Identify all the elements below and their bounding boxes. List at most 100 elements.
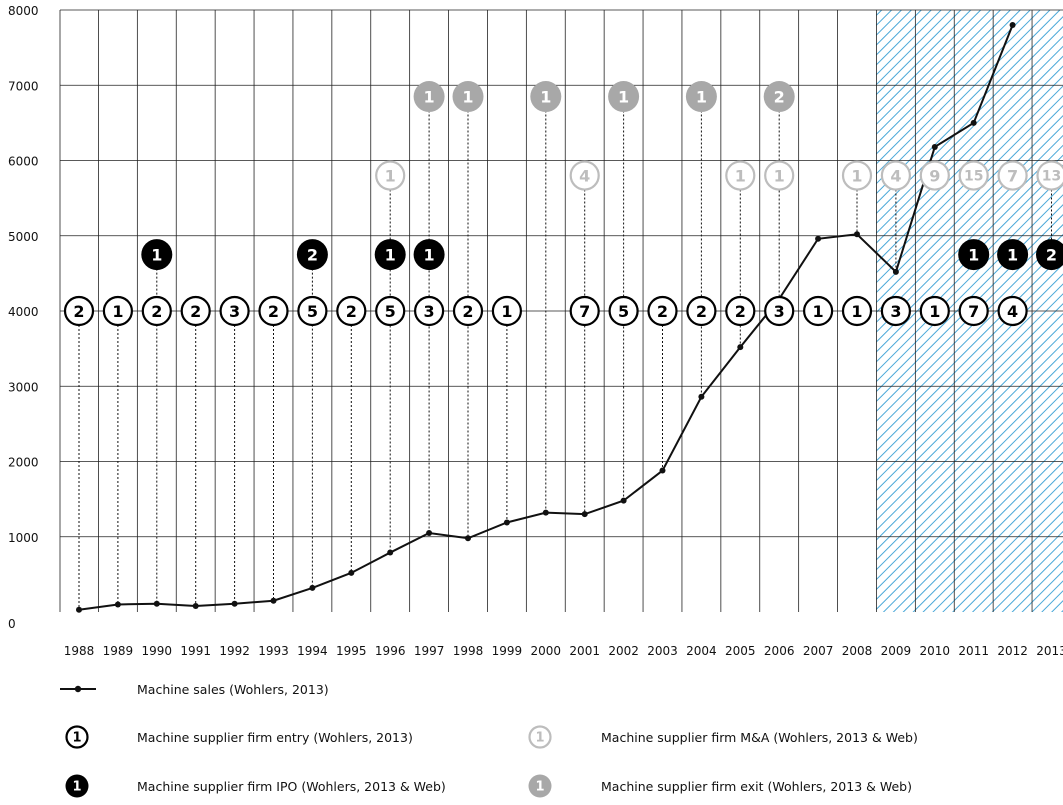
exit-marker — [530, 81, 562, 113]
entry-marker — [841, 295, 873, 327]
y-tick-label: 7000 — [8, 79, 39, 93]
entry-marker — [686, 295, 717, 327]
entry-marker — [997, 295, 1028, 327]
entry-marker — [219, 295, 250, 327]
x-tick-label: 2011 — [958, 644, 989, 658]
exit-marker-label: 1 — [462, 87, 473, 106]
sales-point — [231, 600, 238, 607]
ma-marker-label: 4 — [579, 166, 590, 185]
entry-marker-label: 3 — [774, 302, 785, 321]
x-tick-label: 1994 — [297, 644, 328, 658]
sales-point — [620, 497, 627, 504]
ipo-marker — [374, 239, 406, 271]
exit-marker — [413, 81, 445, 113]
y-tick-label: 6000 — [8, 155, 39, 169]
entry-marker — [725, 295, 756, 327]
x-tick-label: 1989 — [103, 644, 134, 658]
entry-marker — [647, 295, 678, 327]
x-tick-label: 2006 — [764, 644, 795, 658]
ipo-marker — [296, 239, 328, 271]
sales-point — [698, 393, 705, 400]
entry-marker-label: 2 — [696, 302, 707, 321]
entry-marker — [102, 295, 134, 327]
entry-marker-label: 2 — [462, 302, 473, 321]
ma-marker — [569, 160, 600, 191]
ipo-marker — [958, 239, 990, 271]
ipo-marker-label: 1 — [1007, 245, 1018, 264]
exit-marker — [685, 81, 717, 113]
entry-marker-label: 1 — [851, 302, 862, 321]
sales-point — [192, 602, 199, 609]
entry-marker — [802, 295, 834, 327]
x-tick-label: 2005 — [725, 644, 756, 658]
ma-marker — [841, 160, 873, 191]
x-tick-label: 2002 — [608, 644, 639, 658]
sales-point — [659, 467, 666, 474]
exit-marker — [763, 81, 795, 113]
sales-point — [581, 511, 588, 518]
sales-point — [426, 529, 433, 536]
entry-marker-label: 1 — [501, 302, 512, 321]
ipo-marker-label: 2 — [1046, 245, 1057, 264]
sales-point — [892, 268, 899, 275]
y-tick-label: 5000 — [8, 230, 39, 244]
exit-marker-label: 1 — [696, 87, 707, 106]
entry-marker — [452, 295, 484, 327]
ma-marker-label: 1 — [735, 166, 746, 185]
y-tick-label: 1000 — [8, 531, 39, 545]
entry-marker-label: 2 — [735, 302, 746, 321]
sales-point — [114, 601, 121, 608]
y-tick-label: 2000 — [8, 456, 39, 470]
entry-marker-label: 5 — [307, 302, 318, 321]
x-tick-label: 1991 — [180, 644, 211, 658]
x-tick-label: 2010 — [920, 644, 951, 658]
entry-marker-label: 2 — [657, 302, 668, 321]
x-tick-label: 2001 — [569, 644, 600, 658]
x-tick-label: 2004 — [686, 644, 717, 658]
ma-marker — [880, 160, 912, 191]
ma-marker — [958, 160, 989, 191]
entry-marker — [180, 295, 211, 327]
entry-marker-label: 1 — [813, 302, 824, 321]
ma-marker-label: 9 — [929, 166, 940, 185]
x-tick-label: 1990 — [142, 644, 173, 658]
ma-marker-label: 1 — [385, 166, 396, 185]
sales-line — [78, 24, 1014, 611]
sales-point — [503, 519, 510, 526]
x-tick-label: 1999 — [492, 644, 523, 658]
entry-marker-label: 2 — [151, 302, 162, 321]
ma-marker — [919, 160, 950, 191]
ipo-marker — [1036, 239, 1063, 271]
ma-marker-label: 1 — [774, 166, 785, 185]
exit-marker-label: 1 — [540, 87, 551, 106]
entry-marker-label: 2 — [190, 302, 201, 321]
x-tick-label: 1988 — [64, 644, 95, 658]
ipo-marker-label: 2 — [307, 245, 318, 264]
sales-point — [1009, 22, 1016, 29]
entry-marker-label: 1 — [929, 302, 940, 321]
entry-marker-label: 3 — [424, 302, 435, 321]
entry-marker-label: 7 — [579, 302, 590, 321]
ipo-marker — [141, 239, 173, 271]
y-tick-label: 4000 — [8, 305, 39, 319]
entry-marker — [375, 295, 406, 327]
sales-point — [309, 584, 316, 591]
x-tick-label: 2003 — [647, 644, 678, 658]
entry-marker — [958, 295, 989, 327]
ipo-marker-label: 1 — [424, 245, 435, 264]
ma-marker — [764, 160, 795, 191]
x-tick-label: 2013 — [1036, 644, 1063, 658]
entry-marker — [880, 295, 912, 327]
entry-marker-label: 4 — [1007, 302, 1018, 321]
entry-marker — [297, 295, 328, 327]
sales-point — [542, 509, 549, 516]
x-tick-label: 1997 — [414, 644, 445, 658]
ipo-marker-label: 1 — [385, 245, 396, 264]
exit-marker — [608, 81, 640, 113]
sales-point — [737, 344, 744, 351]
exit-marker-label: 1 — [618, 87, 629, 106]
sales-point — [76, 606, 82, 613]
entry-marker — [608, 295, 639, 327]
entry-marker-label: 7 — [968, 302, 979, 321]
